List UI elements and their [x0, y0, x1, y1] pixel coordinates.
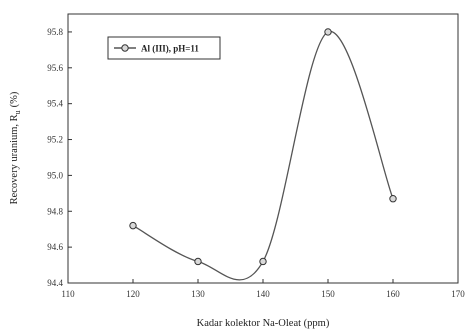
y-tick-label: 94.6: [47, 242, 63, 252]
data-point: [129, 221, 137, 230]
x-tick-label: 120: [126, 289, 140, 299]
x-tick-label: 140: [256, 289, 270, 299]
data-point: [324, 28, 332, 36]
data-point: [259, 257, 267, 266]
legend-box: [107, 36, 221, 60]
x-tick-label: 170: [451, 289, 465, 299]
x-axis: 110 120 130 140 150 160 170: [61, 279, 465, 299]
y-axis-title: Recovery uranium, Ru (%): [9, 91, 22, 204]
x-tick-label: 130: [191, 289, 205, 299]
y-tick-label: 95.4: [47, 99, 63, 109]
legend-marker: [121, 44, 129, 52]
x-tick-label: 150: [321, 289, 335, 299]
y-tick-label: 95.8: [47, 27, 63, 37]
y-tick-label: 94.4: [47, 278, 63, 288]
x-axis-title: Kadar kolektor Na-Oleat (ppm): [197, 318, 330, 329]
y-tick-label: 95.0: [47, 170, 63, 180]
y-tick-label: 94.8: [47, 206, 63, 216]
legend: Al (III), pH=11: [107, 36, 221, 60]
y-axis-title-main: Recovery uranium, R: [9, 114, 20, 204]
data-point: [389, 195, 397, 203]
x-tick-label: 110: [61, 289, 75, 299]
legend-label: Al (III), pH=11: [141, 44, 199, 54]
y-tick-label: 95.6: [47, 63, 63, 73]
y-tick-label: 95.2: [47, 135, 63, 145]
series-markers: [129, 28, 397, 266]
y-axis: 94.4 94.6 94.8 95.0 95.2 95.4 95.6 95.8: [47, 27, 72, 288]
x-tick-label: 160: [386, 289, 400, 299]
y-axis-title-subscript: u: [13, 110, 22, 114]
data-point: [194, 257, 202, 266]
series-line: [132, 31, 394, 281]
y-axis-title-unit: (%): [9, 91, 20, 107]
